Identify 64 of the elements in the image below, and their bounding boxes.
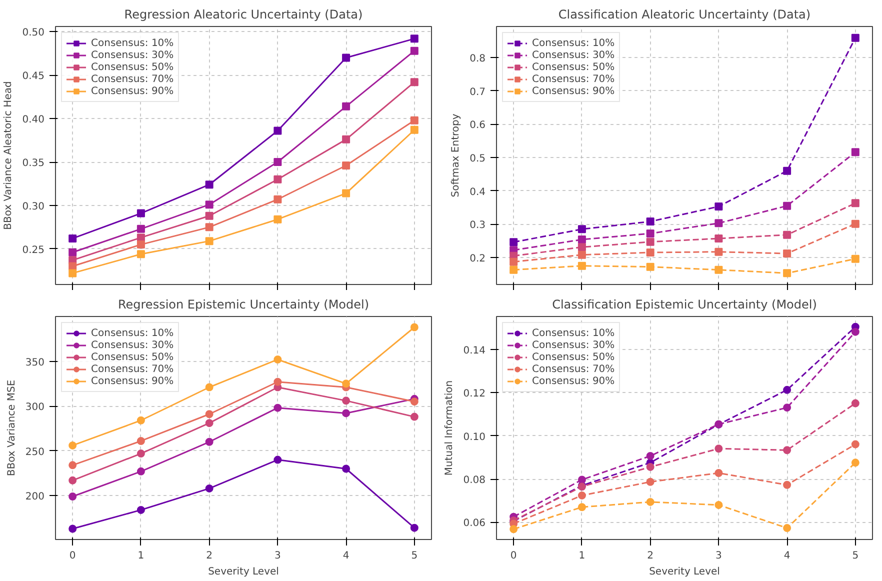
legend-label: Consensus: 30% xyxy=(91,49,174,61)
y-tick-label: 0.6 xyxy=(470,120,486,132)
legend-label: Consensus: 70% xyxy=(532,363,615,375)
y-tick-label: 0.14 xyxy=(463,346,486,357)
legend-label: Consensus: 90% xyxy=(532,375,615,387)
y-tick-label: 250 xyxy=(25,446,45,458)
y-tick-label: 0.5 xyxy=(470,154,486,164)
y-tick-label: 0.35 xyxy=(22,158,44,170)
y-axis-title: BBox Variance MSE xyxy=(6,380,18,476)
legend-label: Consensus: 10% xyxy=(91,37,174,49)
y-tick-label: 300 xyxy=(25,402,45,414)
chart-title: Classification Epistemic Uncertainty (Model) xyxy=(552,298,817,312)
y-tick-label: 0.10 xyxy=(463,432,486,443)
x-tick-label: 4 xyxy=(784,550,790,562)
legend-label: Consensus: 10% xyxy=(532,327,615,339)
y-tick-label: 0.25 xyxy=(22,244,44,256)
x-tick-label: 3 xyxy=(274,550,281,562)
legend-label: Consensus: 90% xyxy=(91,375,174,387)
y-tick-label: 0.2 xyxy=(470,254,486,264)
y-tick-label: 0.4 xyxy=(470,186,486,198)
x-tick-label: 1 xyxy=(578,550,586,562)
legend-label: Consensus: 50% xyxy=(91,351,174,363)
y-tick-label: 0.3 xyxy=(470,220,486,232)
legend-label: Consensus: 30% xyxy=(532,339,615,351)
legend-label: Consensus: 50% xyxy=(532,351,615,363)
y-tick-label: 350 xyxy=(25,357,45,368)
chart-title: Classification Aleatoric Uncertainty (Data) xyxy=(558,8,811,22)
x-tick-label: 5 xyxy=(852,550,859,562)
y-tick-label: 0.30 xyxy=(22,201,44,212)
x-tick-label: 2 xyxy=(206,550,213,562)
x-tick-label: 0 xyxy=(510,550,517,562)
y-tick-label: 0.06 xyxy=(463,518,486,530)
y-tick-label: 0.12 xyxy=(463,388,486,400)
y-tick-label: 0.45 xyxy=(22,71,44,82)
x-tick-label: 3 xyxy=(716,550,722,562)
y-tick-label: 0.50 xyxy=(22,28,44,39)
chart-title: Regression Aleatoric Uncertainty (Data) xyxy=(124,8,363,22)
legend-label: Consensus: 70% xyxy=(91,73,174,85)
legend-label: Consensus: 50% xyxy=(91,61,174,73)
legend-label: Consensus: 90% xyxy=(532,85,615,97)
legend-label: Consensus: 50% xyxy=(532,61,615,73)
y-axis-title: Mutual Information xyxy=(444,380,456,476)
y-tick-label: 0.08 xyxy=(463,475,486,486)
x-tick-label: 5 xyxy=(411,550,418,562)
y-tick-label: 0.8 xyxy=(470,54,486,64)
y-tick-label: 200 xyxy=(25,492,45,503)
legend-label: Consensus: 90% xyxy=(91,85,174,97)
legend-label: Consensus: 10% xyxy=(532,37,615,49)
x-axis-title: Severity Level xyxy=(208,566,279,578)
x-tick-label: 0 xyxy=(69,550,76,562)
y-axis-title: Softmax Entropy xyxy=(450,114,462,198)
y-tick-label: 0.7 xyxy=(470,86,486,98)
y-tick-label: 0.40 xyxy=(22,114,44,126)
legend-label: Consensus: 70% xyxy=(91,363,174,375)
x-axis-title: Severity Level xyxy=(649,566,720,578)
x-tick-label: 2 xyxy=(647,550,654,562)
legend-label: Consensus: 70% xyxy=(532,73,615,85)
x-tick-label: 4 xyxy=(342,550,350,562)
chart-title: Regression Epistemic Uncertainty (Model) xyxy=(118,298,370,312)
legend-label: Consensus: 30% xyxy=(532,49,615,61)
legend-label: Consensus: 10% xyxy=(91,327,174,339)
y-axis-title: BBox Variance Aleatoric Head xyxy=(3,81,14,230)
x-tick-label: 1 xyxy=(138,550,144,562)
legend-label: Consensus: 30% xyxy=(91,339,174,351)
